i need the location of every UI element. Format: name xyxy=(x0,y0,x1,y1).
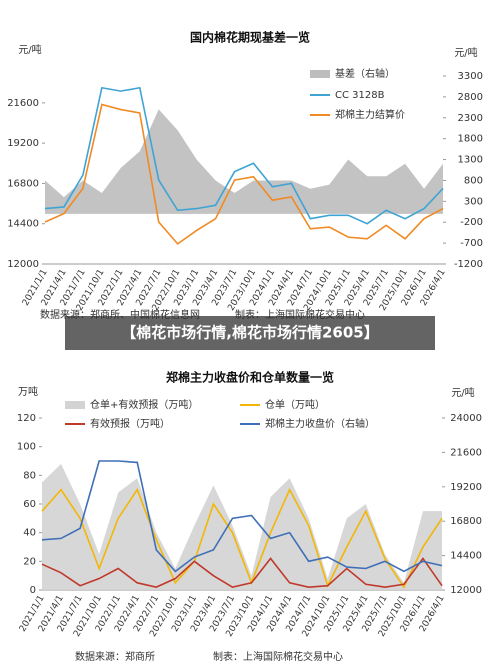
y2-tick-label: 1300 xyxy=(458,155,483,166)
y2-tick-label: -700 xyxy=(460,238,483,249)
y-axis-label: 万吨 xyxy=(18,385,38,398)
y-tick-label: 80 xyxy=(23,470,36,481)
y-tick-label: 20 xyxy=(23,556,36,567)
line xyxy=(44,103,444,245)
y2-axis-label: 元/吨 xyxy=(451,386,474,399)
legend-label: CC 3128B xyxy=(335,90,385,101)
y-tick-label: 21600 xyxy=(7,98,39,109)
y-tick-label: 0 xyxy=(30,585,36,596)
y2-tick-label: 3300 xyxy=(458,71,483,82)
legend-label: 基差（右轴） xyxy=(335,67,395,80)
producer-note: 制表：上海国际棉花交易中心 xyxy=(213,650,343,663)
y-axis-label: 元/吨 xyxy=(18,43,41,56)
legend-label: 郑棉主力结算价 xyxy=(335,108,405,121)
line xyxy=(41,460,443,573)
y-tick-label: 100 xyxy=(17,442,36,453)
y2-tick-label: 800 xyxy=(464,175,483,186)
area xyxy=(45,109,443,214)
banner: 【棉花市场行情,棉花市场行情2605】 xyxy=(121,324,378,342)
y2-tick-label: -1200 xyxy=(454,259,483,270)
y2-tick-label: 1800 xyxy=(458,134,483,145)
y-tick-label: 14400 xyxy=(7,219,39,230)
y2-tick-label: 21600 xyxy=(450,447,482,458)
legend-swatch xyxy=(65,401,85,409)
y-tick-label: 40 xyxy=(23,528,36,539)
y2-tick-label: 2300 xyxy=(458,113,483,124)
y-tick-label: 120 xyxy=(17,413,36,424)
y2-tick-label: 24000 xyxy=(450,413,482,424)
y2-tick-label: 12000 xyxy=(450,585,482,596)
y-tick-label: 19200 xyxy=(7,138,39,149)
y2-tick-label: -200 xyxy=(460,217,483,228)
y2-tick-label: 300 xyxy=(464,196,483,207)
line xyxy=(41,557,443,588)
y-tick-label: 16800 xyxy=(7,178,39,189)
y2-tick-label: 2800 xyxy=(458,92,483,103)
line xyxy=(41,487,443,589)
y2-tick-label: 19200 xyxy=(450,482,482,493)
area xyxy=(42,463,442,590)
chart-title: 国内棉花期现基差一览 xyxy=(190,30,310,45)
legend-label: 仓单+有效预报（万吨） xyxy=(90,398,198,411)
source-note: 数据来源：郑商所 xyxy=(75,650,155,663)
legend-label: 郑棉主力收盘价（右轴） xyxy=(265,417,375,430)
y2-tick-label: 14400 xyxy=(450,551,482,562)
legend-label: 仓单（万吨） xyxy=(265,398,325,411)
banner-bg xyxy=(65,316,435,350)
legend-label: 有效预报（万吨） xyxy=(90,417,170,430)
legend-swatch xyxy=(310,70,330,78)
y2-axis-label: 元/吨 xyxy=(454,46,477,59)
line xyxy=(44,86,444,225)
y-tick-label: 12000 xyxy=(7,259,39,270)
chart-title: 郑棉主力收盘价和仓单数量一览 xyxy=(166,370,334,385)
y2-tick-label: 16800 xyxy=(450,516,482,527)
y-tick-label: 60 xyxy=(23,499,36,510)
